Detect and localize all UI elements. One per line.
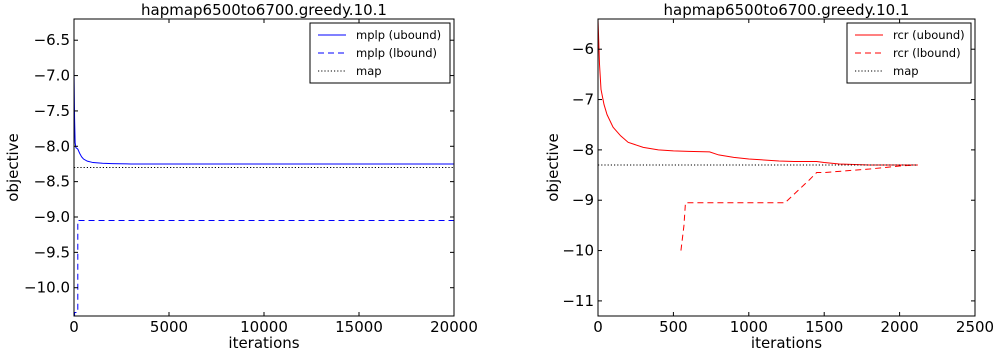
y-tick-label: −10 xyxy=(562,242,594,260)
x-axis-label: iterations xyxy=(751,334,822,352)
x-tick-label: 5000 xyxy=(150,318,188,336)
y-tick-label: −9.5 xyxy=(34,243,70,261)
x-tick-label: 500 xyxy=(659,318,688,336)
chart-title: hapmap6500to6700.greedy.10.1 xyxy=(664,1,910,19)
x-tick-label: 2000 xyxy=(881,318,919,336)
y-axis-label: objective xyxy=(4,133,22,202)
y-tick-label: −9.0 xyxy=(34,208,70,226)
series-line-mplp-lbound xyxy=(74,220,454,316)
x-tick-label: 1000 xyxy=(730,318,768,336)
x-tick-label: 20000 xyxy=(430,318,478,336)
legend-label: mplp (lbound) xyxy=(356,46,437,60)
legend-label: map xyxy=(356,64,382,78)
y-tick-label: −11 xyxy=(562,292,594,310)
legend-label: rcr (lbound) xyxy=(893,46,961,60)
x-tick-label: 10000 xyxy=(240,318,288,336)
right-chart: hapmap6500to6700.greedy.10.1 iterations ob… xyxy=(544,1,994,352)
legend-label: mplp (ubound) xyxy=(356,28,441,42)
left-chart: hapmap6500to6700.greedy.10.1 iterations ob… xyxy=(4,1,478,352)
y-tick-label: −6 xyxy=(572,40,594,58)
y-tick-label: −7.5 xyxy=(34,102,70,120)
legend: mplp (ubound) mplp (lbound) map xyxy=(309,22,451,84)
series-line-rcr-lbound xyxy=(680,164,918,251)
legend-label: map xyxy=(893,64,919,78)
plot-area xyxy=(74,68,454,316)
y-tick-label: −8.5 xyxy=(34,173,70,191)
x-tick-label: 15000 xyxy=(335,318,383,336)
legend-label: rcr (ubound) xyxy=(893,28,965,42)
x-tick-label: 1500 xyxy=(805,318,843,336)
y-tick-label: −8 xyxy=(572,141,594,159)
chart-title: hapmap6500to6700.greedy.10.1 xyxy=(141,1,387,19)
series-line-rcr-ubound xyxy=(598,19,918,166)
legend: rcr (ubound) rcr (lbound) map xyxy=(846,22,972,84)
y-axis-label: objective xyxy=(544,133,562,202)
x-tick-label: 2500 xyxy=(956,318,994,336)
series-line-mplp-ubound xyxy=(74,68,454,165)
y-tick-label: −10.0 xyxy=(24,279,70,297)
y-tick-label: −9 xyxy=(572,191,594,209)
y-tick-label: −6.5 xyxy=(34,31,70,49)
y-tick-label: −7 xyxy=(572,91,594,109)
y-tick-label: −7.0 xyxy=(34,67,70,85)
x-axis-label: iterations xyxy=(228,334,299,352)
x-tick-label: 0 xyxy=(69,318,79,336)
x-tick-label: 0 xyxy=(593,318,603,336)
plot-area xyxy=(598,19,918,251)
y-tick-label: −8.0 xyxy=(34,137,70,155)
axes-frame xyxy=(597,18,976,317)
